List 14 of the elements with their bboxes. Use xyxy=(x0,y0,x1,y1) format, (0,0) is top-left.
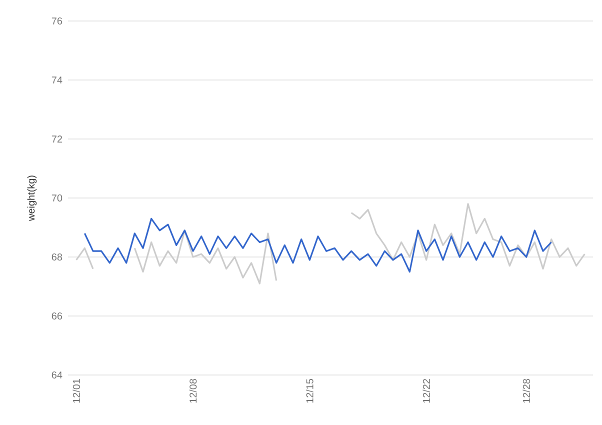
y-axis-title: weight(kg) xyxy=(27,176,37,221)
y-tick-label: 66 xyxy=(52,312,62,320)
x-tick-label: 12/01 xyxy=(72,379,80,403)
line-series xyxy=(84,218,552,273)
y-tick-label: 70 xyxy=(52,194,62,202)
y-tick-label: 76 xyxy=(52,17,62,25)
y-tick-label: 68 xyxy=(52,253,62,261)
y-tick-label: 74 xyxy=(52,76,62,84)
x-tick-label: 12/28 xyxy=(522,378,530,403)
x-tick-label: 12/08 xyxy=(189,378,197,403)
x-tick-label: 12/22 xyxy=(422,379,430,403)
x-tick-label: 12/15 xyxy=(306,378,314,403)
y-tick-label: 72 xyxy=(52,136,62,142)
y-tick-label: 64 xyxy=(52,371,62,379)
